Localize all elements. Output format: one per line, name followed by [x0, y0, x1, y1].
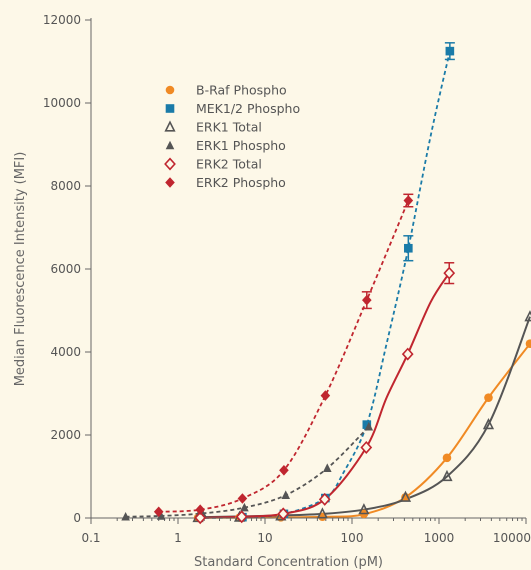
y-tick-label: 4000	[50, 345, 81, 359]
x-axis-label: Standard Concentration (pM)	[194, 555, 383, 570]
erk1-phospho-point	[121, 511, 130, 521]
y-axis-label: Median Fluorescence Intensity (MFI)	[13, 152, 28, 387]
y-tick-label: 10000	[43, 96, 81, 110]
x-tick-label: 1000	[424, 531, 455, 545]
legend-item-mek1-2-phospho: MEK1/2 Phospho	[165, 101, 300, 116]
x-tick-label: 10	[257, 531, 272, 545]
b-raf-phospho-point	[484, 393, 493, 402]
b-raf-phospho-point	[442, 453, 452, 463]
erk1-total-point	[441, 469, 453, 482]
erk1-phospho-point	[281, 490, 291, 499]
erk1-total-point	[316, 507, 329, 519]
mek1-2-phospho-point	[404, 243, 413, 253]
erk2-phospho-point	[362, 294, 372, 306]
erk2-phospho-point	[279, 464, 289, 476]
legend-marker-erk1-total	[164, 120, 176, 132]
y-tick-label: 8000	[50, 179, 81, 193]
erk2-phospho-point	[403, 195, 414, 206]
y-tick-label: 6000	[50, 262, 81, 276]
legend-marker-erk1-phospho	[165, 140, 175, 150]
erk2-total-point	[443, 266, 456, 280]
legend-item-erk1-phospho: ERK1 Phospho	[165, 138, 286, 153]
erk1-total-point	[399, 490, 412, 502]
y-tick-label: 0	[73, 511, 81, 525]
erk2-phospho-point	[153, 506, 164, 518]
legend-label-mek1-2-phospho: MEK1/2 Phospho	[196, 101, 300, 116]
b-raf-phospho-point	[525, 339, 531, 348]
legend: B-Raf Phospho MEK1/2 Phospho ERK1 Total ERK…	[164, 83, 300, 190]
erk2-total-point	[360, 440, 373, 454]
erk2-total-point	[194, 511, 207, 525]
x-tick-label: 10000	[493, 531, 531, 545]
erk2-phospho-point	[195, 504, 206, 515]
mek1-2-phospho-point	[445, 46, 455, 56]
erk1-phospho-curve	[125, 426, 370, 518]
legend-item-erk2-total: ERK2 Total	[164, 157, 262, 172]
erk1-total-point	[524, 310, 531, 322]
erk1-phospho-point	[240, 502, 249, 512]
erk2-phospho-point	[237, 493, 248, 504]
erk1-total-point	[482, 418, 495, 430]
y-tick-label: 12000	[43, 13, 81, 27]
legend-marker-b-raf-phospho	[165, 85, 175, 95]
legend-marker-mek1-2-phospho	[165, 104, 175, 113]
erk1-phospho-point	[322, 463, 332, 472]
erk2-total-point	[318, 492, 331, 506]
curves-layer	[125, 50, 531, 519]
erk2-total-point	[277, 507, 290, 521]
x-tick-label: 1	[174, 531, 182, 545]
erk1-phospho-point	[364, 421, 374, 431]
legend-item-erk2-phospho: ERK2 Phospho	[165, 175, 286, 190]
points-layer	[121, 42, 531, 525]
legend-label-erk1-phospho: ERK1 Phospho	[196, 138, 286, 153]
erk1-total-point	[358, 503, 370, 515]
x-tick-label: 100	[341, 531, 364, 545]
erk2-total-point	[401, 347, 414, 361]
x-tick-label: 0.1	[81, 531, 100, 545]
legend-label-b-raf-phospho: B-Raf Phospho	[196, 83, 287, 98]
legend-label-erk1-total: ERK1 Total	[196, 120, 262, 135]
b-raf-phospho-curve	[197, 343, 531, 519]
erk1-phospho-point	[156, 511, 166, 520]
legend-marker-erk2-phospho	[165, 177, 175, 188]
legend-item-b-raf-phospho: B-Raf Phospho	[165, 83, 287, 98]
legend-marker-erk2-total	[164, 157, 176, 171]
legend-label-erk2-phospho: ERK2 Phospho	[196, 175, 286, 190]
axes-layer: 0 2000 4000 6000 8000 10000 12000 0.1 1 10 100 1000…	[43, 13, 531, 545]
legend-label-erk2-total: ERK2 Total	[196, 157, 262, 172]
erk2-phospho-curve	[158, 200, 410, 513]
erk2-phospho-point	[320, 390, 331, 401]
y-tick-label: 2000	[50, 428, 81, 442]
mek1-2-phospho-point	[362, 420, 372, 429]
erk1-total-curve	[197, 316, 531, 519]
erk2-total-point	[235, 510, 248, 524]
legend-item-erk1-total: ERK1 Total	[164, 120, 262, 135]
